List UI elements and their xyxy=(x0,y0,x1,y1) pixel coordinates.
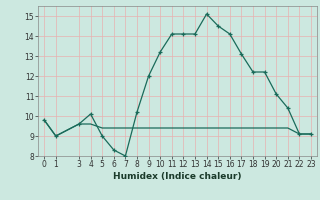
X-axis label: Humidex (Indice chaleur): Humidex (Indice chaleur) xyxy=(113,172,242,181)
